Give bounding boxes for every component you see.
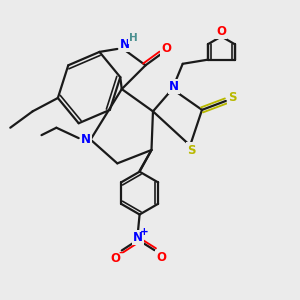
Text: O: O: [161, 42, 171, 56]
Text: O: O: [156, 251, 166, 264]
Text: O: O: [216, 25, 226, 38]
Text: -: -: [118, 247, 123, 257]
Text: +: +: [140, 227, 148, 237]
Text: S: S: [188, 143, 196, 157]
Text: H: H: [129, 33, 137, 43]
Text: N: N: [120, 38, 130, 51]
Text: S: S: [228, 92, 237, 104]
Text: N: N: [81, 133, 91, 146]
Text: N: N: [133, 231, 143, 244]
Text: N: N: [169, 80, 179, 93]
Text: O: O: [110, 252, 120, 265]
